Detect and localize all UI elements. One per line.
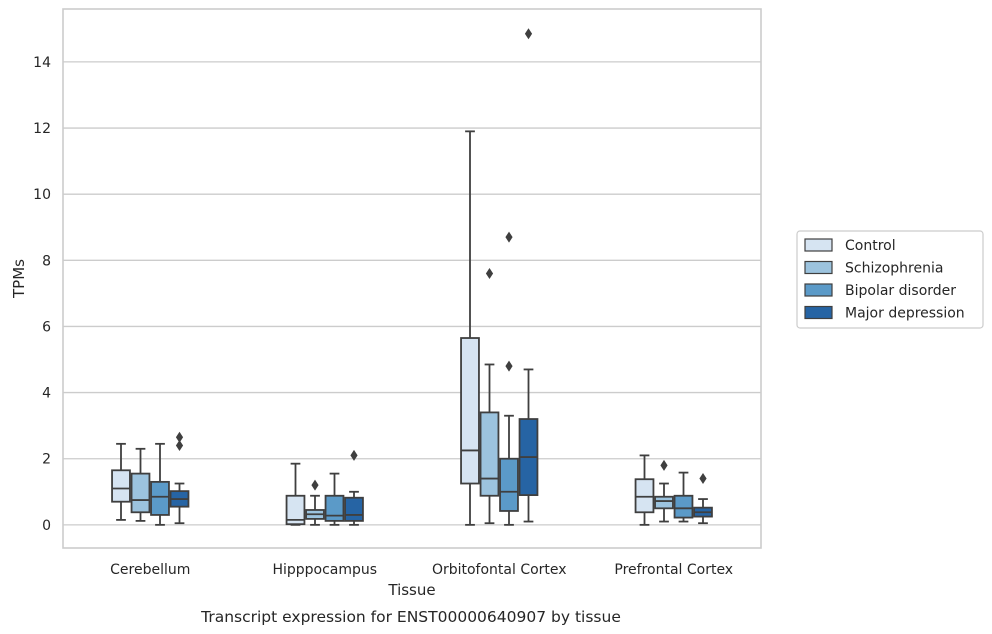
box-major-depression	[169, 431, 190, 525]
box-iqr	[130, 472, 151, 514]
y-tick-label: 10	[33, 187, 51, 203]
legend-label: Major depression	[845, 306, 965, 322]
y-tick-label: 2	[42, 452, 51, 468]
chart-caption: Transcript expression for ENST0000064090…	[200, 608, 621, 626]
box-bipolar-disorder	[324, 472, 345, 526]
legend-swatch	[804, 283, 833, 297]
y-tick-label: 0	[42, 518, 51, 534]
box-iqr	[460, 337, 480, 485]
legend: Control Schizophrenia Bipolar disorder Majo…	[796, 230, 984, 329]
box-schizophrenia	[479, 268, 500, 525]
outlier-point	[485, 268, 494, 280]
box-bipolar-disorder	[150, 442, 170, 526]
box-major-depression	[518, 28, 539, 523]
x-axis-title: Tissue	[387, 581, 435, 599]
y-tick-label: 8	[42, 253, 51, 269]
x-axis-ticks: Cerebellum Hipppocampus Orbitofontal Corte…	[110, 562, 733, 578]
box-iqr	[285, 494, 306, 526]
x-tick-label: Hipppocampus	[272, 562, 377, 578]
plot-area	[111, 28, 713, 526]
box-iqr	[479, 411, 500, 497]
box-iqr	[654, 495, 674, 510]
plot-frame	[62, 8, 762, 549]
box-control	[634, 454, 655, 526]
outlier-point	[311, 479, 319, 491]
box-major-depression	[693, 473, 713, 525]
gridlines	[63, 61, 761, 526]
box-iqr	[111, 469, 131, 503]
box-control	[111, 442, 131, 521]
box-bipolar-disorder	[673, 471, 694, 523]
box-iqr	[634, 478, 655, 514]
y-tick-label: 12	[33, 121, 51, 137]
legend-box	[796, 230, 984, 329]
box-schizophrenia	[130, 447, 151, 522]
outlier-point	[524, 28, 533, 40]
legend-label: Bipolar disorder	[845, 283, 956, 299]
box-schizophrenia	[305, 479, 325, 526]
box-schizophrenia	[654, 459, 674, 523]
outlier-point	[175, 431, 184, 443]
legend-swatch	[804, 238, 833, 252]
box-iqr	[344, 496, 364, 522]
outlier-point	[660, 459, 668, 471]
box-major-depression	[344, 449, 364, 526]
box-bipolar-disorder	[499, 231, 519, 526]
y-axis-title: TPMs	[10, 259, 28, 299]
box-iqr	[499, 457, 519, 512]
legend-swatch	[804, 305, 833, 320]
y-tick-label: 4	[42, 386, 51, 402]
outlier-point	[175, 439, 184, 451]
y-axis-ticks: 0 2 4 6 8 10 12 14	[33, 55, 51, 534]
outlier-point	[505, 360, 513, 372]
x-tick-label: Orbitofontal Cortex	[432, 562, 567, 578]
x-tick-label: Prefrontal Cortex	[614, 562, 733, 578]
box-control	[285, 462, 306, 526]
outlier-point	[350, 449, 358, 461]
y-tick-label: 14	[33, 55, 51, 71]
legend-swatch	[804, 260, 833, 275]
x-tick-label: Cerebellum	[110, 562, 190, 578]
box-iqr	[673, 494, 694, 519]
outlier-point	[505, 231, 513, 243]
box-iqr	[150, 480, 170, 516]
legend-label: Control	[845, 238, 896, 254]
box-control	[460, 130, 480, 526]
y-tick-label: 6	[42, 319, 51, 335]
legend-label: Schizophrenia	[845, 261, 943, 277]
box-iqr	[324, 494, 345, 522]
outlier-point	[699, 473, 707, 485]
